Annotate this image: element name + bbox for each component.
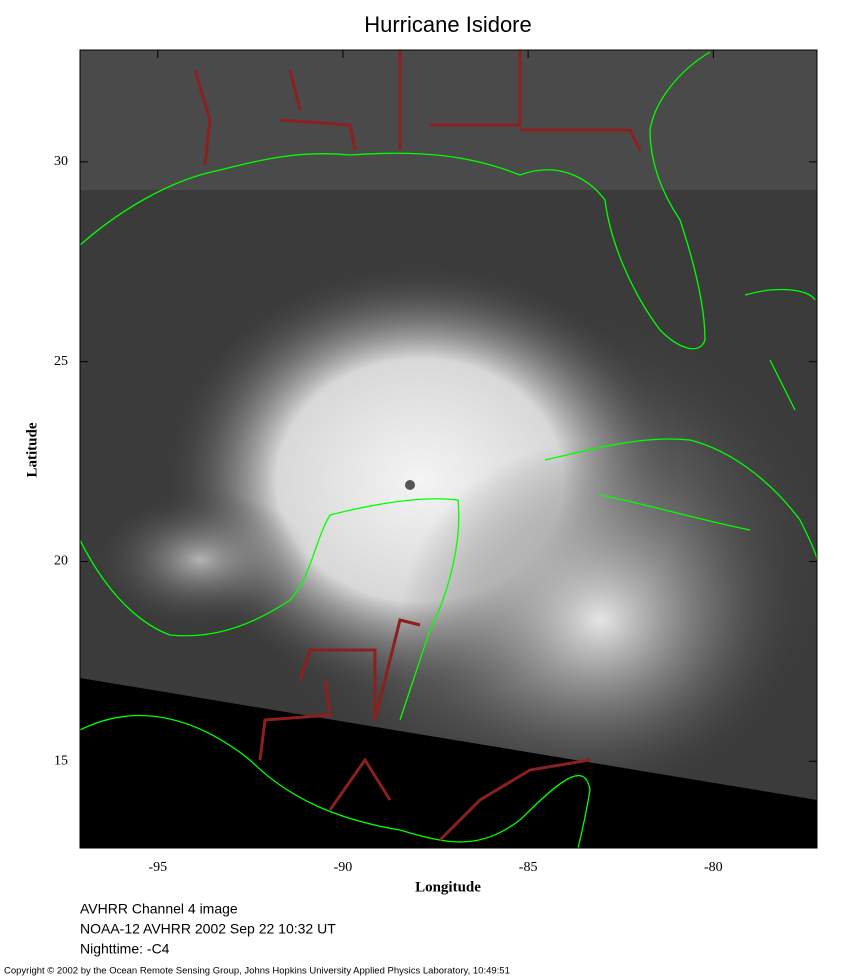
caption: Nighttime: -C4 [80,941,170,957]
y-axis-label: Latitude [24,422,40,477]
x-tick-label: -95 [148,860,167,875]
y-tick-label: 15 [54,754,68,769]
y-tick-label: 30 [54,154,68,169]
axes: -95 -90 -85 -80 15 20 25 30 [54,50,817,875]
y-tick-label: 20 [54,554,68,569]
caption: AVHRR Channel 4 image [80,901,238,917]
caption: NOAA-12 AVHRR 2002 Sep 22 10:32 UT [80,921,336,937]
satellite-image [80,50,817,848]
x-tick-label: -85 [519,860,538,875]
map-frame [79,49,818,849]
y-tick-label: 25 [54,354,68,369]
x-tick-label: -90 [334,860,353,875]
map-title: Hurricane Isidore [364,12,532,37]
copyright: Copyright © 2002 by the Ocean Remote Sen… [4,966,510,977]
x-axis-label: Longitude [415,879,481,895]
x-tick-label: -80 [704,860,723,875]
